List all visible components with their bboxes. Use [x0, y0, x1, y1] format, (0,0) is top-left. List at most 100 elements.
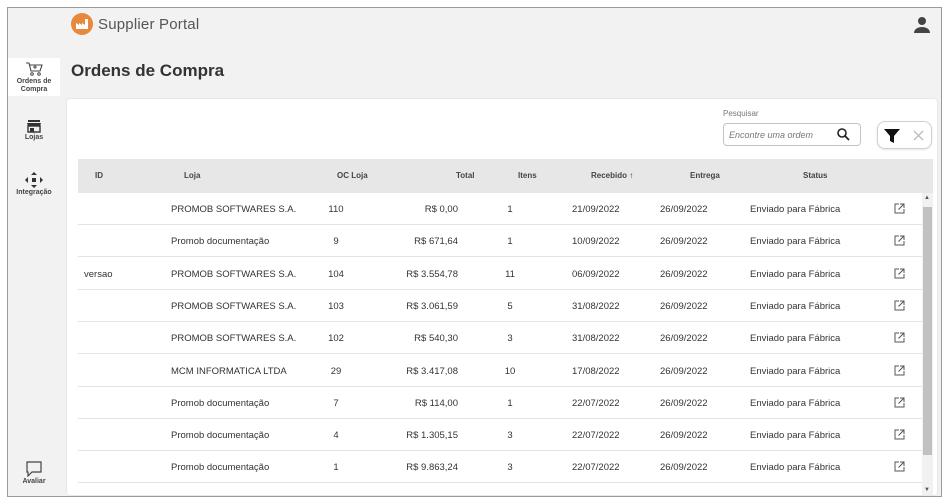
cell-total: R$ 3.417,08 — [406, 365, 458, 377]
filter-controls — [877, 121, 932, 149]
table-row[interactable]: Promob documentação 4 R$ 1.305,15 3 22/07/20… — [78, 419, 922, 452]
sidebar-item-label: Lojas — [24, 134, 44, 141]
scroll-thumb[interactable] — [923, 207, 932, 455]
column-header-id[interactable]: ID — [95, 171, 103, 180]
column-header-oc-loja[interactable]: OC Loja — [337, 171, 368, 180]
cell-loja: MCM INFORMATICA LTDA — [171, 365, 287, 377]
cell-oc-loja: 1 — [333, 462, 339, 474]
cell-recebido: 22/07/2022 — [572, 462, 620, 474]
chat-icon — [26, 461, 42, 477]
app-name: Supplier Portal — [98, 15, 200, 33]
cell-itens: 1 — [507, 204, 513, 215]
cell-itens: 5 — [507, 300, 513, 312]
scroll-up-icon[interactable]: ▲ — [924, 195, 930, 201]
cell-entrega: 26/09/2022 — [660, 268, 708, 280]
column-header-loja[interactable]: Loja — [184, 171, 201, 180]
open-external-icon[interactable] — [894, 397, 905, 408]
cell-recebido: 21/09/2022 — [572, 204, 620, 215]
cell-oc-loja: 4 — [333, 430, 339, 442]
cell-entrega: 26/09/2022 — [660, 462, 708, 474]
column-header-total[interactable]: Total — [456, 171, 475, 180]
app-window: Ordens de Compra Lojas Integração Avalia… — [7, 7, 942, 497]
sidebar-item-label: Integração — [16, 189, 52, 196]
cell-status: Enviado para Fábrica — [750, 204, 841, 215]
search-icon[interactable] — [837, 128, 850, 141]
cell-total: R$ 0,00 — [424, 204, 458, 215]
app-logo[interactable]: Supplier Portal — [71, 13, 199, 35]
cell-recebido: 17/08/2022 — [572, 365, 620, 377]
filter-icon[interactable] — [884, 129, 900, 143]
sidebar-item-ordens-de-compra[interactable]: Ordens de Compra — [8, 58, 60, 96]
table-row[interactable]: Promob documentação 7 R$ 114,00 1 22/07/2022… — [78, 387, 922, 419]
cell-oc-loja: 29 — [330, 365, 342, 377]
cell-total: R$ 3.061,59 — [406, 300, 458, 312]
cell-total: R$ 671,64 — [414, 236, 458, 248]
cell-status: Enviado para Fábrica — [750, 236, 841, 248]
cell-oc-loja: 110 — [328, 204, 344, 215]
orders-card: Pesquisar ID Loja OC Loja Total Itens Re… — [67, 99, 937, 495]
cart-icon — [26, 62, 43, 76]
cell-loja: PROMOB SOFTWARES S.A. — [171, 268, 297, 280]
open-external-icon[interactable] — [894, 461, 905, 472]
cell-status: Enviado para Fábrica — [750, 333, 841, 345]
cell-itens: 3 — [507, 430, 513, 442]
store-icon — [27, 120, 41, 133]
cell-entrega: 26/09/2022 — [660, 397, 708, 409]
cell-loja: Promob documentação — [171, 236, 270, 248]
column-header-label: Recebido — [591, 171, 628, 180]
search-input[interactable] — [729, 128, 829, 142]
sort-arrow-icon: ↑ — [629, 171, 634, 180]
sidebar-item-avaliar[interactable]: Avaliar — [8, 461, 60, 491]
table-row[interactable]: Promob documentação 1 R$ 9.863,24 3 22/07/20… — [78, 451, 922, 484]
sidebar-item-integracao[interactable]: Integração — [8, 172, 60, 202]
open-external-icon[interactable] — [894, 268, 905, 279]
table-row[interactable]: PROMOB SOFTWARES S.A. 110 R$ 0,00 1 21/09/20… — [78, 193, 922, 225]
open-external-icon[interactable] — [894, 235, 905, 246]
cell-id: versao — [84, 268, 113, 280]
user-icon[interactable] — [913, 16, 931, 34]
cell-itens: 3 — [507, 333, 513, 345]
table-header: ID Loja OC Loja Total Itens Recebido ↑ E… — [78, 159, 933, 193]
cell-recebido: 22/07/2022 — [572, 430, 620, 442]
cell-oc-loja: 102 — [328, 333, 344, 345]
sidebar: Ordens de Compra Lojas Integração Avalia… — [8, 8, 60, 496]
open-external-icon[interactable] — [894, 429, 905, 440]
cell-status: Enviado para Fábrica — [750, 462, 841, 474]
column-header-itens[interactable]: Itens — [518, 171, 537, 180]
cell-entrega: 26/09/2022 — [660, 333, 708, 345]
cell-total: R$ 3.554,78 — [406, 268, 458, 280]
column-header-entrega[interactable]: Entrega — [690, 171, 720, 180]
cell-itens: 11 — [505, 268, 515, 280]
open-external-icon[interactable] — [894, 365, 905, 376]
column-header-recebido[interactable]: Recebido ↑ — [591, 171, 633, 180]
table-row[interactable]: PROMOB SOFTWARES S.A. 102 R$ 540,30 3 31/08/… — [78, 322, 922, 355]
cell-loja: PROMOB SOFTWARES S.A. — [171, 300, 297, 312]
table-row[interactable]: Promob documentação 9 R$ 671,64 1 10/09/2022… — [78, 225, 922, 258]
cell-recebido: 10/09/2022 — [572, 236, 620, 248]
cell-recebido: 22/07/2022 — [572, 397, 620, 409]
cell-status: Enviado para Fábrica — [750, 300, 841, 312]
cell-total: R$ 114,00 — [414, 397, 458, 409]
open-external-icon[interactable] — [894, 203, 905, 214]
cell-recebido: 06/09/2022 — [572, 268, 620, 280]
open-external-icon[interactable] — [894, 300, 905, 311]
cell-itens: 3 — [507, 462, 513, 474]
cell-status: Enviado para Fábrica — [750, 365, 841, 377]
scrollbar[interactable]: ▲ ▼ — [922, 193, 933, 495]
close-icon[interactable] — [913, 130, 924, 141]
table-row[interactable]: PROMOB SOFTWARES S.A. 103 R$ 3.061,59 5 31/0… — [78, 290, 922, 322]
cell-total: R$ 540,30 — [414, 333, 458, 345]
sidebar-item-label: Avaliar — [22, 478, 46, 485]
top-bar: Supplier Portal — [60, 8, 941, 44]
cell-oc-loja: 7 — [333, 397, 339, 409]
cell-oc-loja: 104 — [328, 268, 344, 280]
scroll-down-icon[interactable]: ▼ — [924, 487, 930, 493]
table-row[interactable]: versao PROMOB SOFTWARES S.A. 104 R$ 3.554,7… — [78, 258, 922, 290]
table-row[interactable]: MCM INFORMATICA LTDA 29 R$ 3.417,08 10 17/08… — [78, 355, 922, 387]
open-external-icon[interactable] — [894, 332, 905, 343]
cell-entrega: 26/09/2022 — [660, 430, 708, 442]
sidebar-item-lojas[interactable]: Lojas — [8, 119, 60, 147]
column-header-status[interactable]: Status — [803, 171, 828, 180]
sidebar-item-label: Ordens de Compra — [16, 78, 52, 93]
cell-itens: 1 — [507, 397, 513, 409]
